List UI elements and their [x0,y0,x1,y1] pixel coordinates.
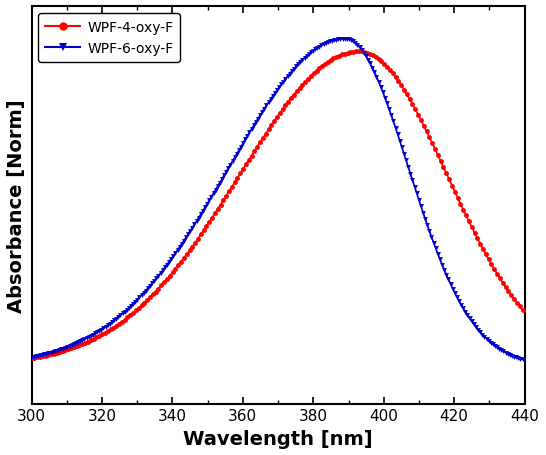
X-axis label: Wavelength [nm]: Wavelength [nm] [183,429,373,448]
Legend: WPF-4-oxy-F, WPF-6-oxy-F: WPF-4-oxy-F, WPF-6-oxy-F [38,14,180,63]
Y-axis label: Absorbance [Norm]: Absorbance [Norm] [7,99,26,312]
